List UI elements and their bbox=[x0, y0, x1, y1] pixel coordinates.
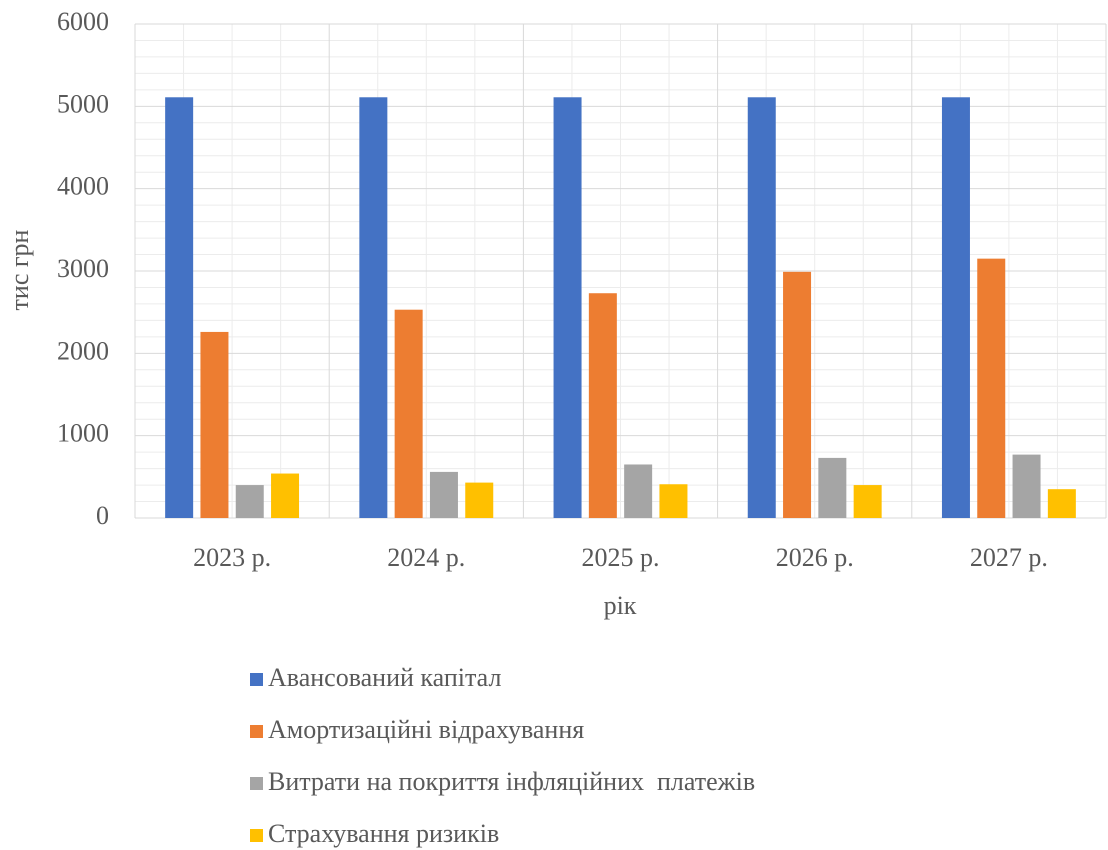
y-tick-label: 4000 bbox=[57, 172, 109, 201]
bar bbox=[853, 485, 882, 518]
bar bbox=[465, 482, 494, 518]
y-tick-label: 5000 bbox=[57, 89, 109, 118]
bar bbox=[588, 293, 617, 518]
legend-label: Авансований капітал bbox=[268, 663, 501, 692]
bar bbox=[394, 309, 423, 518]
bar bbox=[941, 97, 970, 518]
legend-label: Витрати на покриття інфляційних платежів bbox=[268, 767, 755, 796]
y-tick-label: 6000 bbox=[57, 7, 109, 36]
x-tick-label: 2025 р. bbox=[582, 543, 660, 572]
x-tick-label: 2026 р. bbox=[776, 543, 854, 572]
y-tick-label: 2000 bbox=[57, 336, 109, 365]
bar bbox=[783, 271, 812, 518]
y-tick-label: 0 bbox=[96, 501, 109, 530]
x-tick-label: 2023 р. bbox=[193, 543, 271, 572]
x-axis-title: рік bbox=[604, 591, 637, 620]
legend-swatch bbox=[250, 777, 263, 790]
bar bbox=[818, 457, 847, 518]
legend-label: Амортизаційні відрахування bbox=[268, 715, 584, 744]
legend-swatch bbox=[250, 725, 263, 738]
bar bbox=[235, 485, 264, 518]
y-tick-label: 1000 bbox=[57, 419, 109, 448]
y-tick-label: 3000 bbox=[57, 254, 109, 283]
x-tick-label: 2024 р. bbox=[387, 543, 465, 572]
x-tick-label: 2027 р. bbox=[970, 543, 1048, 572]
bar bbox=[977, 258, 1006, 518]
bar bbox=[1012, 454, 1041, 518]
bar bbox=[165, 97, 194, 518]
bar bbox=[200, 331, 229, 518]
legend-label: Страхування ризиків bbox=[268, 819, 499, 848]
bar bbox=[624, 464, 653, 518]
y-axis-title: тис грн bbox=[5, 229, 34, 310]
bar bbox=[1047, 489, 1076, 518]
bar bbox=[659, 484, 688, 518]
bar bbox=[429, 471, 458, 518]
bar bbox=[271, 473, 300, 518]
legend-swatch bbox=[250, 829, 263, 842]
legend-swatch bbox=[250, 673, 263, 686]
bar bbox=[553, 97, 582, 518]
bar bbox=[747, 97, 776, 518]
bar bbox=[359, 97, 388, 518]
